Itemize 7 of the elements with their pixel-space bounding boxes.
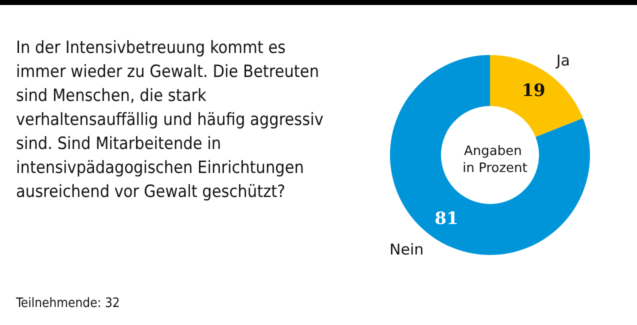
slice-label: Ja bbox=[555, 52, 570, 70]
text: In der Intensivbetreuung kommt es immer wieder zu Gewalt. Die Betreuten sind Menschen, die stark verhaltensauffällig und häufig aggressiv sind. Sind Mitarbeitende in intensivpädagogischen Einrichtungen ausreichend vor Gewalt geschützt? bbox=[16, 37, 324, 204]
data-label: 81 bbox=[434, 209, 458, 230]
slice-label: Nein bbox=[390, 240, 424, 258]
data-label: 19 bbox=[522, 80, 546, 101]
text: Angaben in Prozent bbox=[462, 144, 528, 176]
text: Teilnehmende: 32 bbox=[16, 296, 120, 311]
